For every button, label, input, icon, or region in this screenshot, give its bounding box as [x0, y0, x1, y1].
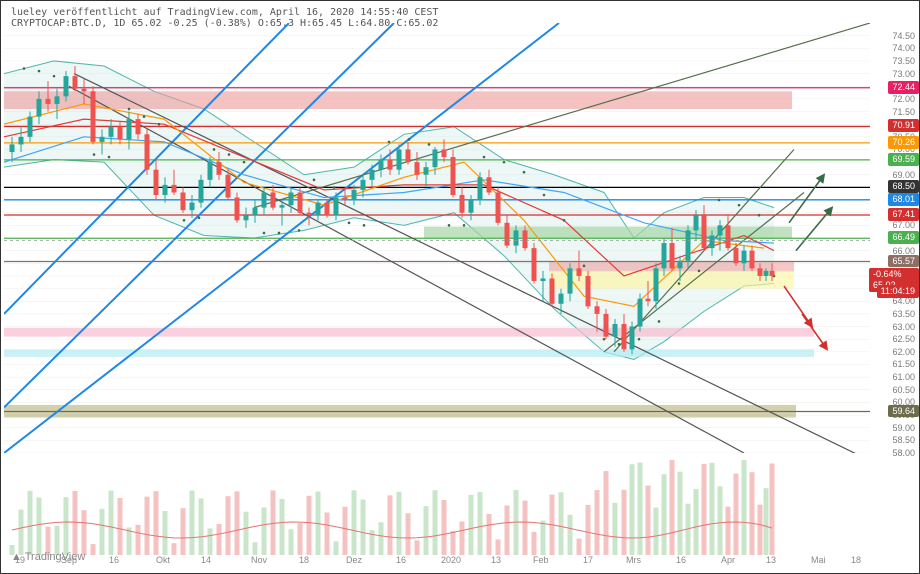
price-tag: 69.59 [888, 153, 919, 166]
price-tag: 70.91 [888, 119, 919, 132]
y-tick: 74.50 [892, 31, 915, 41]
x-axis: 19Sep16Okt14Nov18Dez16202013Feb17Mrs16Ap… [1, 555, 871, 569]
price-tag: 59.64 [888, 405, 919, 418]
x-tick: 14 [201, 555, 211, 565]
x-tick: 16 [109, 555, 119, 565]
x-tick: 13 [766, 555, 776, 565]
watermark: TradingView [11, 551, 85, 563]
y-tick: 73.50 [892, 56, 915, 66]
y-tick: 62.50 [892, 334, 915, 344]
x-tick: 13 [491, 555, 501, 565]
y-tick: 59.00 [892, 423, 915, 433]
price-tag: 68.50 [888, 180, 919, 193]
price-tag: 67.41 [888, 208, 919, 221]
y-tick: 69.00 [892, 170, 915, 180]
x-tick: 18 [299, 555, 309, 565]
y-tick: 73.00 [892, 69, 915, 79]
x-tick: 16 [396, 555, 406, 565]
price-tag: 68.01 [888, 193, 919, 206]
y-tick: 63.00 [892, 322, 915, 332]
y-tick: 74.00 [892, 43, 915, 53]
price-tag: 70.26 [888, 136, 919, 149]
x-tick: Mrs [626, 555, 641, 565]
current-price-tag: 11:04:19 [877, 285, 919, 298]
x-tick: Okt [156, 555, 170, 565]
x-tick: Feb [533, 555, 549, 565]
x-tick: Dez [346, 555, 362, 565]
y-tick: 60.50 [892, 385, 915, 395]
y-axis: 74.5074.0073.5073.0072.5072.0071.5071.00… [869, 23, 919, 563]
price-tag: 65.57 [888, 255, 919, 268]
y-tick: 67.00 [892, 220, 915, 230]
chart-svg[interactable] [4, 23, 870, 453]
price-tag: 66.49 [888, 231, 919, 244]
volume-svg [4, 455, 870, 555]
y-tick: 61.50 [892, 359, 915, 369]
y-tick: 63.50 [892, 309, 915, 319]
y-tick: 58.00 [892, 448, 915, 458]
price-tag: 72.44 [888, 81, 919, 94]
chart-frame: lueley veröffentlicht auf TradingView.co… [0, 0, 920, 574]
y-tick: 62.00 [892, 347, 915, 357]
y-tick: 72.00 [892, 94, 915, 104]
x-tick: Apr [721, 555, 735, 565]
x-tick: 2020 [441, 555, 461, 565]
x-tick: 16 [676, 555, 686, 565]
x-tick: 17 [583, 555, 593, 565]
x-tick: Mai [811, 555, 826, 565]
x-tick: 18 [851, 555, 861, 565]
y-tick: 58.50 [892, 435, 915, 445]
y-tick: 61.00 [892, 372, 915, 382]
x-tick: Nov [251, 555, 267, 565]
publish-info: lueley veröffentlicht auf TradingView.co… [11, 7, 438, 18]
y-tick: 71.50 [892, 107, 915, 117]
